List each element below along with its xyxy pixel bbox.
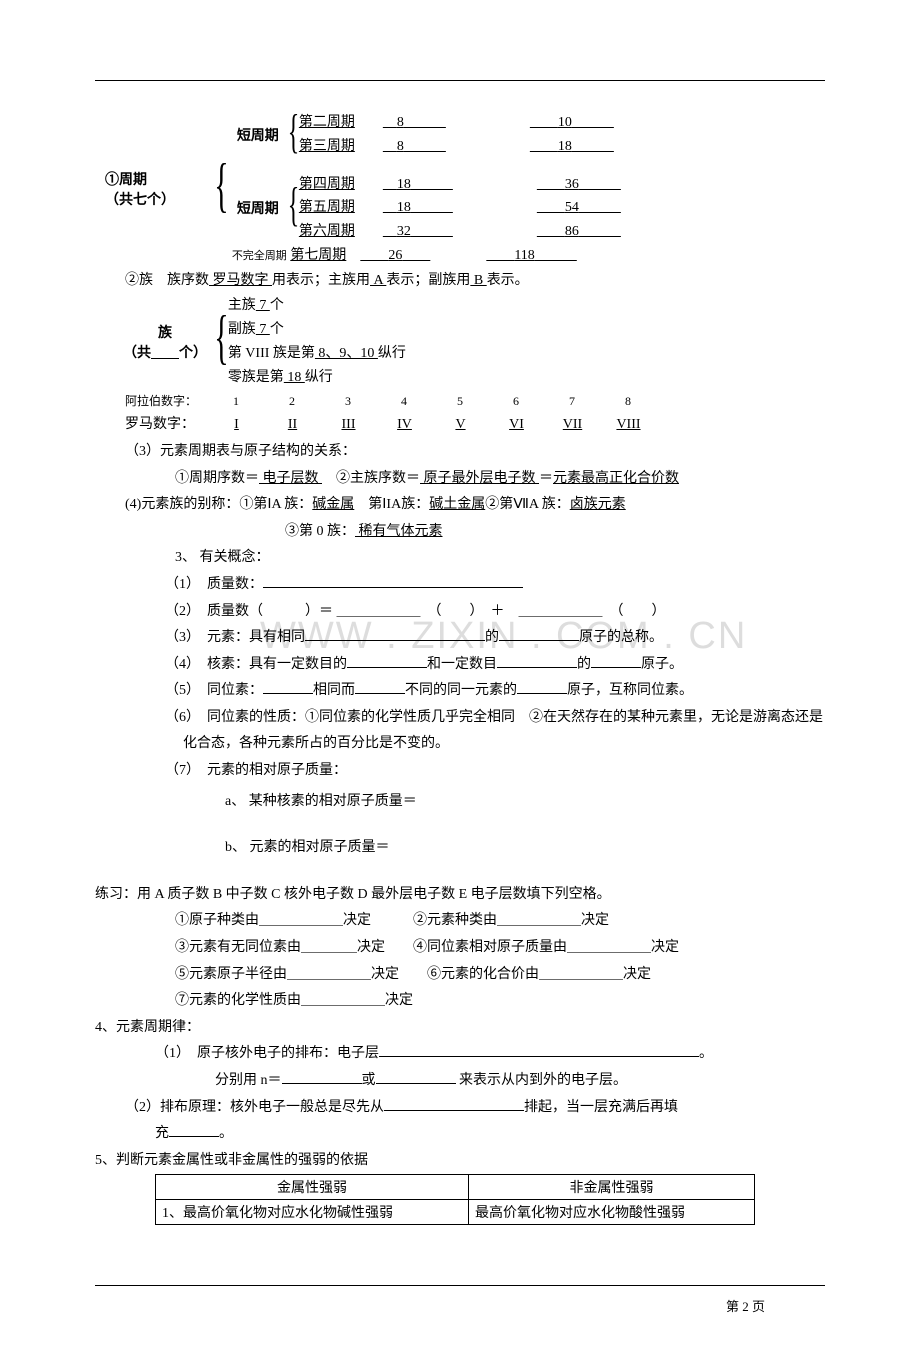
brace-large: { [214,169,228,202]
brace-family: { [214,321,228,354]
long-period-label: 短周期 [228,198,288,218]
family-row-a: 主族 7 个 [228,294,406,318]
sec3-7b: b、 元素的相对原子质量＝ [225,835,825,862]
group-numbering-line: ②族 族序数 罗马数字 用表示；主族用 A 表示；副族用 B 表示。 [125,268,825,295]
practice-1: ①原子种类由＿＿＿＿＿＿决定 ②元素种类由＿＿＿＿＿＿决定 [175,908,825,935]
period-row-5: 第五周期 18 54 [299,196,621,220]
bottom-rule [95,1285,825,1286]
sec3-1: （1） 质量数： [165,572,825,599]
sec5-title: 5、判断元素金属性或非金属性的强弱的依据 [95,1148,825,1175]
period-label-2: （共七个） [105,189,215,209]
sec4-1a: （1） 原子核外电子的排布：电子层。 [155,1041,825,1068]
table-header-nonmetal: 非金属性强弱 [468,1175,754,1200]
item-3-2: ①周期序数＝ 电子层数 ②主族序数＝ 原子最外层电子数 ＝元素最高正化合价数 [175,466,825,493]
top-rule [95,80,825,81]
period-label-1: ①周期 [105,169,215,189]
family-row-c: 第 VIII 族是第 8、9、10 纵行 [228,342,406,366]
sec3-2: （2） 质量数（ ）＝ ＿＿＿＿＿＿ （ ） ＋ ＿＿＿＿＿＿ （ ） [165,599,825,626]
table-row: 金属性强弱 非金属性强弱 [156,1175,755,1200]
table-header-metal: 金属性强弱 [156,1175,469,1200]
item-3-1: （3）元素周期表与原子结构的关系： [125,439,825,466]
table-cell-nonmetal: 最高价氧化物对应水化物酸性强弱 [468,1200,754,1225]
sec3-7: （7） 元素的相对原子质量： [165,758,825,785]
practice-2: ③元素有无同位素由＿＿＿＿决定 ④同位素相对原子质量由＿＿＿＿＿＿决定 [175,935,825,962]
short-period-label: 短周期 [228,125,288,145]
period-row-6: 第六周期 32 86 [299,220,621,244]
sec3-7a: a、 某种核素的相对原子质量＝ [225,789,825,816]
page-number: 第 2 页 [95,1296,825,1315]
period-row-2: 第二周期 8 10 [299,111,614,135]
family-label-1: 族 [115,322,215,342]
period-row-incomplete: 不完全周期 第七周期 26 118 [232,244,621,268]
family-row-d: 零族是第 18 纵行 [228,366,406,390]
sec4-1b: 分别用 n＝或 来表示从内到外的电子层。 [215,1068,825,1095]
strength-table: 金属性强弱 非金属性强弱 1、最高价氧化物对应水化物碱性强弱 最高价氧化物对应水… [155,1174,755,1225]
sec3-5: （5） 同位素：相同而不同的同一元素的原子，互称同位素。 [165,678,825,705]
period-row-4: 第四周期 18 36 [299,173,621,197]
sec3-title: 3、 有关概念： [175,545,825,572]
sec3-6: （6） 同位素的性质：①同位素的化学性质几乎完全相同 ②在天然存在的某种元素里，… [165,705,825,758]
sec3-3: （3） 元素：具有相同的原子的总称。 [165,625,825,652]
family-block: 族 （共 个） { 主族 7 个 副族 7 个 第 VIII 族是第 8、9、1… [115,294,825,389]
sec4-title: 4、元素周期律： [95,1015,825,1042]
sec4-2c: 充。 [155,1121,825,1148]
item-4-1: (4)元素族的别称：①第ⅠA 族：碱金属 第ⅠIA族：碱土金属②第ⅦA 族：卤族… [125,492,825,519]
period-row-3: 第三周期 8 18 [299,135,614,159]
table-row: 1、最高价氧化物对应水化物碱性强弱 最高价氧化物对应水化物酸性强弱 [156,1200,755,1225]
practice-title: 练习：用 A 质子数 B 中子数 C 核外电子数 D 最外层电子数 E 电子层数… [95,882,825,909]
practice-3: ⑤元素原子半径由＿＿＿＿＿＿决定 ⑥元素的化合价由＿＿＿＿＿＿决定 [175,962,825,989]
family-label-2: （共 个） [115,342,215,362]
periods-block: ①周期 （共七个） { 短周期 { 第二周期 8 10 第三周期 8 18 [105,111,825,268]
brace-long: { [288,191,300,220]
roman-row: 罗马数字： IIIIIIIVVVIVIIVIII [125,412,825,439]
brace-short: { [288,118,300,147]
arabic-row: 阿拉伯数字： 12345678 [125,390,825,413]
family-row-b: 副族 7 个 [228,318,406,342]
practice-4: ⑦元素的化学性质由＿＿＿＿＿＿决定 [175,988,825,1015]
sec4-2a: （2）排布原理：核外电子一般总是尽先从排起，当一层充满后再填 [125,1095,825,1122]
item-4-2: ③第 0 族： 稀有气体元素 [285,519,825,546]
sec3-4: （4） 核素：具有一定数目的和一定数目的原子。 [165,652,825,679]
table-cell-metal: 1、最高价氧化物对应水化物碱性强弱 [156,1200,469,1225]
